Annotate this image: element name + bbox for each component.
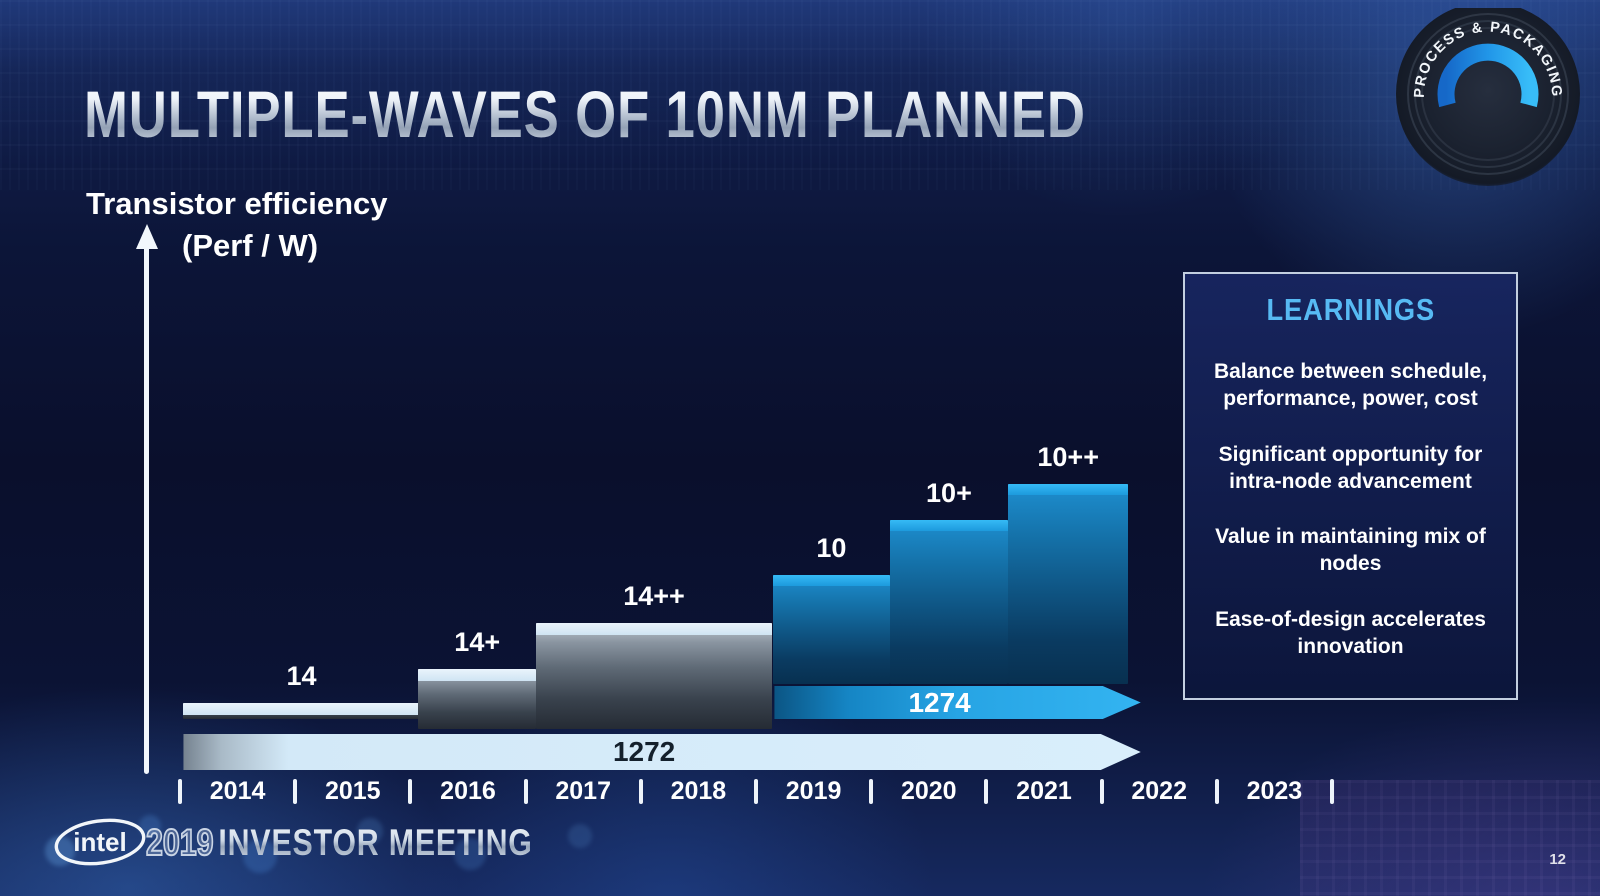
x-axis-tick [754,779,758,804]
chart-bar-10++ [1008,484,1129,684]
x-axis-year-2014: 2014 [209,777,266,805]
x-axis-tick [178,779,182,804]
intel-logo: intel [54,818,146,866]
x-axis-year-2019: 2019 [785,777,842,805]
disc-icon [1396,8,1580,186]
x-axis-year-2017: 2017 [555,777,611,805]
slide-title: MULTIPLE-WAVES OF 10NM PLANNED [84,77,1086,151]
bar-label-10++: 10++ [1037,442,1099,472]
y-axis-label-line1: Transistor efficiency [86,186,388,221]
x-axis-year-2021: 2021 [1016,777,1072,805]
x-axis-year-2015: 2015 [324,777,381,805]
fab-arrow-1272: 1272 [183,734,1140,770]
fab-arrow-label-1274: 1274 [908,686,971,718]
chart-bar-14+ [418,669,536,729]
x-axis-tick [638,779,643,804]
fab-arrow-1274: 1274 [774,686,1140,719]
bar-label-14: 14 [286,661,317,692]
chart-bar-10 [773,575,890,684]
intel-logo-text: intel [73,827,126,857]
bar-highlight-cap [535,623,773,636]
learning-item-3: Value in maintaining mix of nodes [1215,525,1486,576]
x-axis-year-2016: 2016 [440,777,496,805]
chart-bar-14 [183,703,420,720]
x-axis-tick [1099,779,1104,804]
fab-arrow-label-1272: 1272 [612,736,676,767]
learnings-list: Balance between schedule, performance, p… [1201,358,1501,688]
x-axis-tick [1214,779,1219,804]
x-axis-tick [984,779,989,804]
process-packaging-badge: PROCESS & PACKAGING [1396,8,1580,186]
x-axis-tick [1330,779,1334,804]
learnings-title: LEARNINGS [1266,292,1435,327]
learning-item-4: Ease-of-design accelerates innovation [1215,607,1486,659]
background-circuit-grid [1300,780,1600,896]
event-name: INVESTOR MEETING [218,822,533,863]
y-axis-label-line2: (Perf / W) [182,227,319,263]
bar-highlight-cap [418,669,536,682]
blue-arc-icon [1437,43,1539,108]
x-axis-tick [408,779,413,804]
bar-label-10: 10 [816,533,847,564]
page-number: 12 [1549,851,1566,868]
x-axis-year-2018: 2018 [670,777,727,805]
bar-label-14++: 14++ [623,581,685,612]
x-axis-tick [523,779,528,804]
y-axis-arrow-head-icon [135,224,158,249]
bar-highlight-cap [773,575,890,587]
y-axis-arrow-line [144,246,149,774]
bar-highlight-cap [889,520,1009,532]
x-axis-year-2023: 2023 [1246,777,1303,805]
y-axis-label: Transistor efficiency (Perf / W) [86,183,388,267]
bar-highlight-cap [183,703,420,716]
x-axis-year-2020: 2020 [900,777,957,805]
event-year: 2019 [145,821,214,864]
learning-item-1: Balance between schedule, performance, p… [1213,360,1488,411]
bar-highlight-cap [1008,484,1129,495]
learning-item-2: Significant opportunity for intra-node a… [1218,442,1483,493]
event-title: 2019 INVESTOR MEETING [145,821,533,864]
x-axis-tick [869,779,874,804]
chart-bar-14++ [535,623,773,730]
learnings-panel: LEARNINGS Balance between schedule, perf… [1183,272,1518,700]
chart-bar-10+ [889,520,1009,684]
bar-label-10+: 10+ [926,478,972,509]
x-axis-year-2022: 2022 [1131,777,1187,805]
x-axis-tick [293,779,298,804]
bar-label-14+: 14+ [454,627,501,658]
